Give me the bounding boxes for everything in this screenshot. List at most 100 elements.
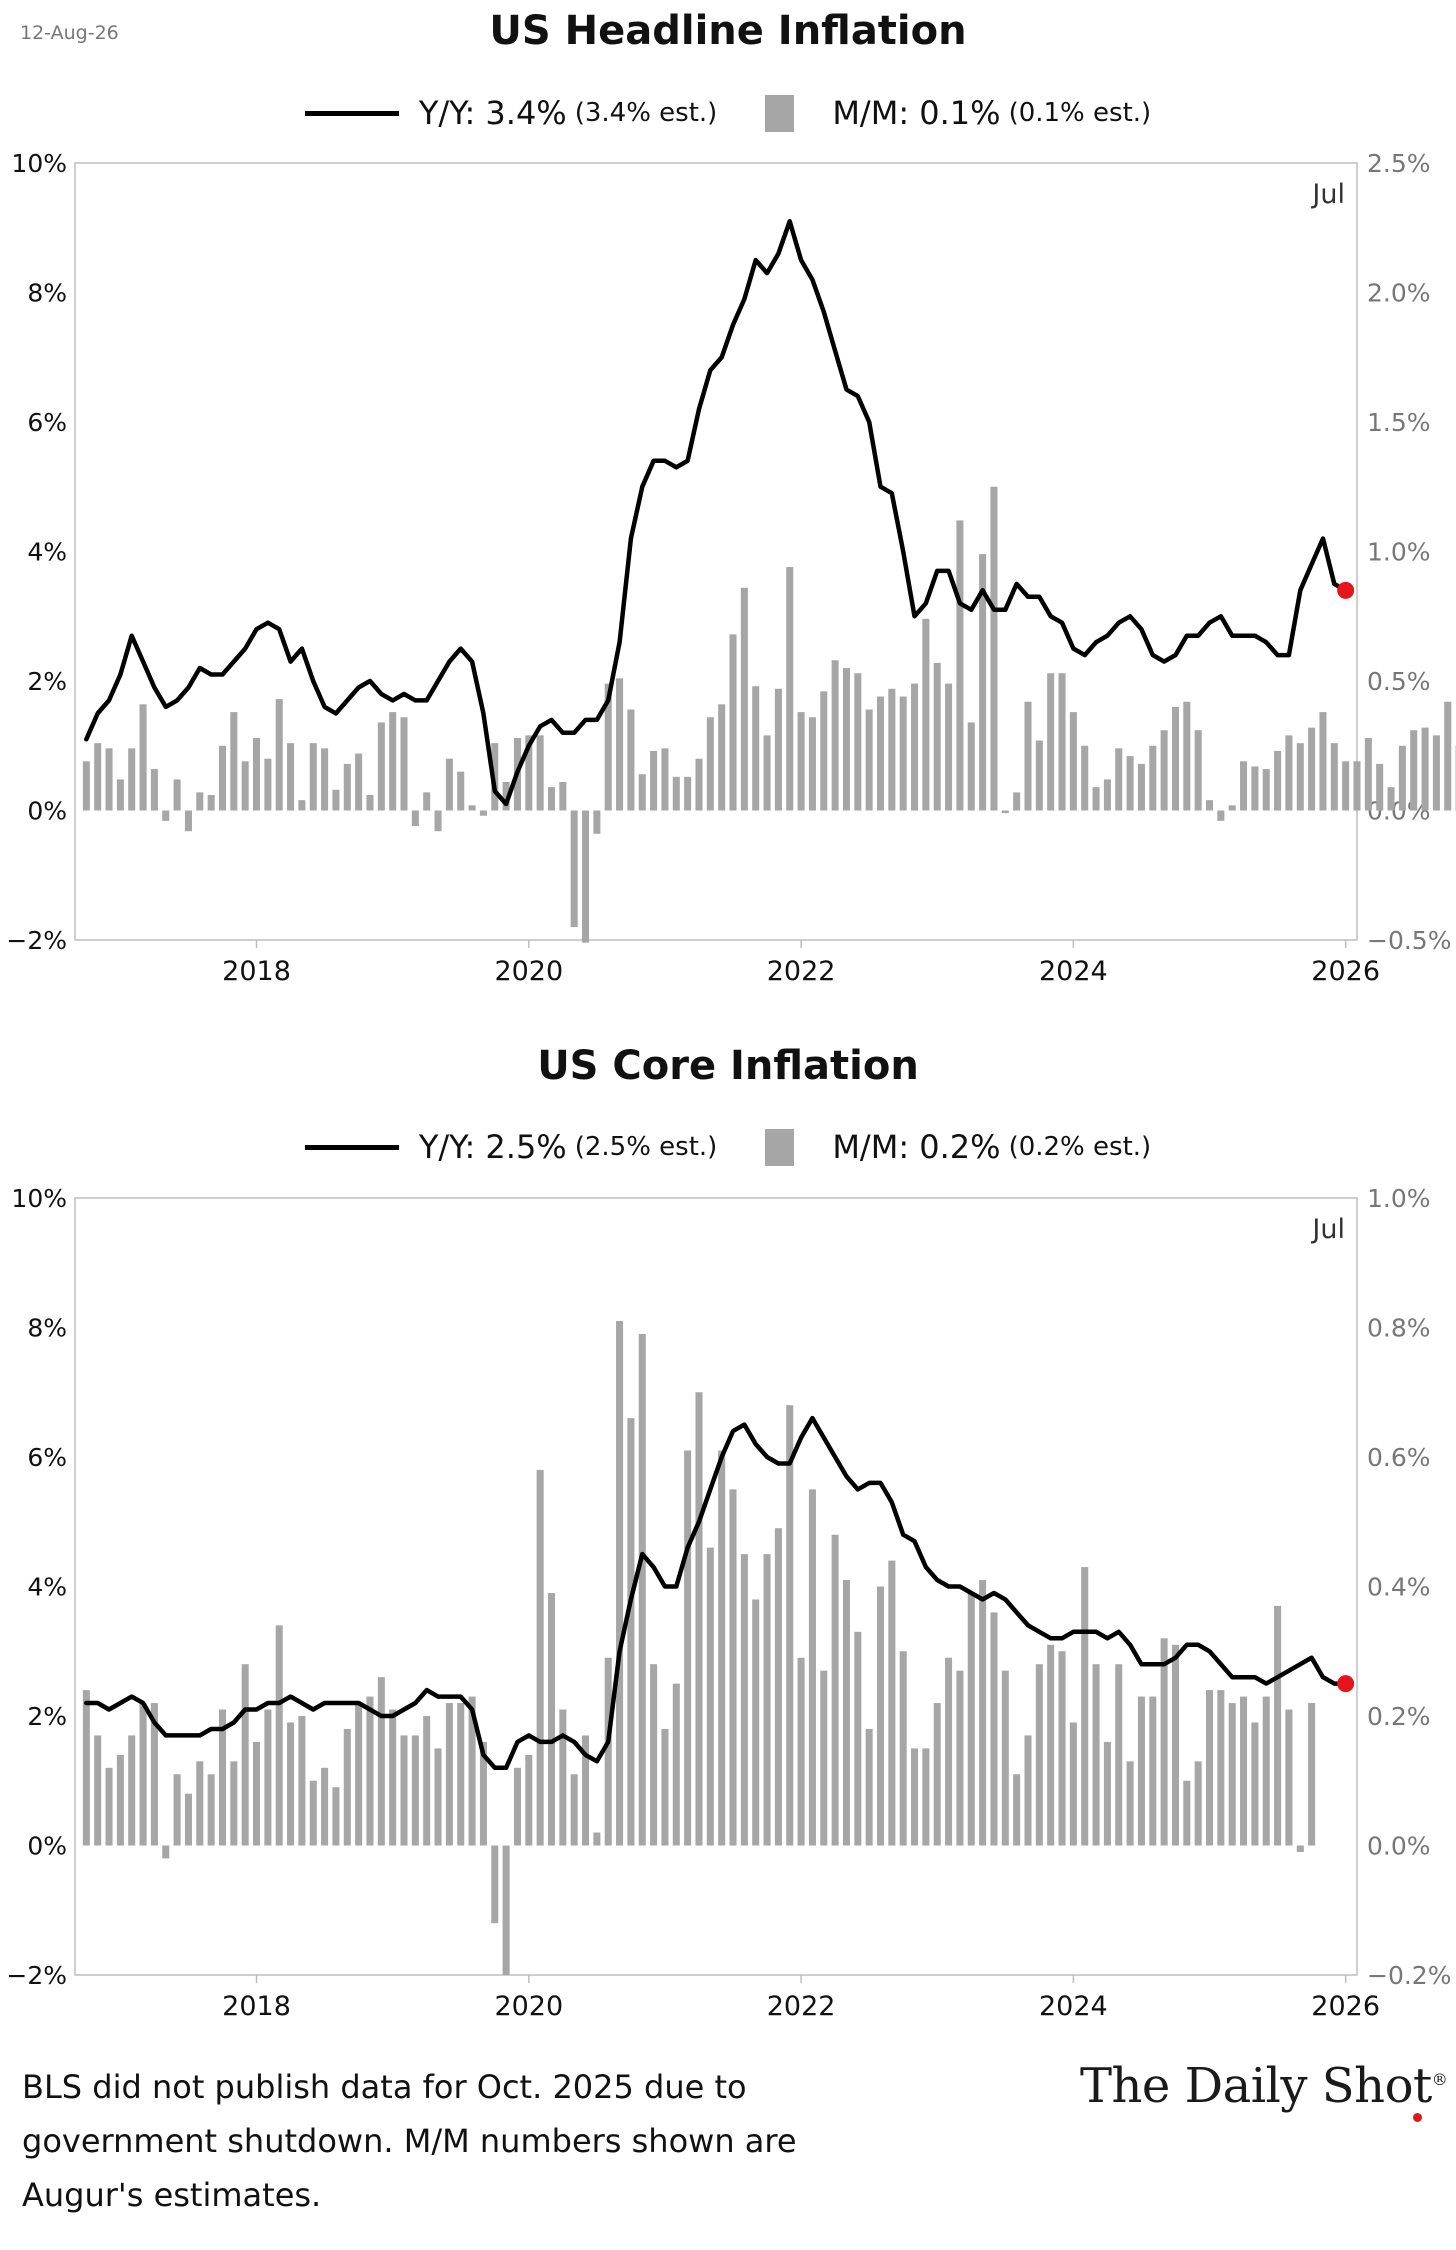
- mm-bar: [865, 709, 873, 811]
- mm-bar: [502, 1845, 510, 1975]
- mm-bar: [1126, 1761, 1134, 1846]
- mm-bar: [298, 1716, 306, 1846]
- x-tick-label: 2024: [1039, 1991, 1108, 2022]
- mm-bar: [933, 1703, 941, 1846]
- mm-bar: [355, 1703, 363, 1846]
- mm-bar: [1330, 743, 1338, 811]
- mm-bar: [593, 1832, 601, 1846]
- yy-line: [84, 219, 1348, 807]
- mm-bar: [911, 1748, 919, 1846]
- legend-core: Y/Y: 2.5% (2.5% est.) M/M: 0.2% (0.2% es…: [0, 1122, 1456, 1172]
- mm-bar: [173, 1774, 181, 1846]
- headline-inflation-chart: −2%0%2%4%6%8%10%−0.5%0.0%0.5%1.0%1.5%2.0…: [6, 149, 1456, 987]
- legend-bar-label: M/M: 0.2%: [832, 1128, 1001, 1166]
- mm-bar: [162, 810, 170, 821]
- mm-bar: [650, 1664, 658, 1846]
- mm-bar: [491, 1845, 499, 1924]
- chart-title-headline: US Headline Inflation: [489, 8, 967, 54]
- legend-bar-label: M/M: 0.1%: [832, 94, 1001, 132]
- y-left-tick-label: 6%: [27, 1443, 67, 1472]
- mm-bar: [604, 683, 612, 811]
- mm-bar: [695, 1392, 703, 1846]
- mm-bar: [1058, 673, 1066, 811]
- mm-bar: [343, 763, 351, 811]
- mm-bar: [321, 1767, 329, 1846]
- mm-bar: [1149, 745, 1157, 811]
- mm-bar: [264, 758, 272, 811]
- mm-bar: [513, 1767, 521, 1846]
- mm-bar: [729, 1489, 737, 1846]
- mm-bar: [150, 769, 158, 811]
- mm-bar: [1387, 787, 1395, 811]
- y-right-tick-label: −0.2%: [1367, 1961, 1451, 1990]
- mm-bar: [1171, 706, 1179, 811]
- latest-point-marker: [1337, 581, 1355, 599]
- mm-bar: [241, 761, 249, 811]
- mm-bar: [1319, 712, 1327, 811]
- mm-bar: [1103, 779, 1111, 811]
- mm-bar: [1024, 701, 1032, 811]
- mm-bar: [1137, 763, 1145, 811]
- mm-bar: [298, 800, 306, 811]
- mm-bar: [355, 753, 363, 811]
- mm-bar: [1035, 1664, 1043, 1846]
- legend-line-estimate: (3.4% est.): [574, 98, 718, 128]
- mm-bar: [1081, 1567, 1089, 1846]
- legend-line-estimate: (2.5% est.): [574, 1132, 718, 1162]
- legend-line-label: Y/Y: 3.4%: [418, 94, 567, 132]
- mm-bar: [820, 1670, 828, 1846]
- mm-bar: [559, 782, 567, 811]
- mm-bar: [162, 1845, 170, 1859]
- mm-bar: [196, 792, 204, 811]
- mm-bar: [479, 1741, 487, 1846]
- x-tick-label: 2018: [222, 1991, 291, 2022]
- mm-bar: [468, 805, 476, 811]
- mm-bar: [423, 1716, 431, 1846]
- mm-bar: [434, 810, 442, 832]
- plot-frame: [74, 162, 1358, 941]
- y-right-tick-label: −0.5%: [1367, 926, 1451, 955]
- mm-bar: [1092, 1664, 1100, 1846]
- mm-bar: [468, 1696, 476, 1846]
- mm-bar: [842, 668, 850, 811]
- mm-bar: [616, 678, 624, 811]
- legend-bar-swatch: [765, 94, 795, 132]
- mm-bar: [718, 704, 726, 811]
- mm-bar: [672, 1683, 680, 1846]
- mm-bar: [105, 1767, 113, 1846]
- mm-bar: [411, 1735, 419, 1846]
- mm-bar: [128, 748, 136, 811]
- y-right-tick-label: 1.5%: [1367, 408, 1431, 437]
- mm-bar: [1240, 761, 1248, 811]
- mm-bar: [411, 810, 419, 827]
- mm-bar: [1183, 1780, 1191, 1846]
- mm-bar: [218, 1709, 227, 1846]
- mm-bar: [672, 776, 680, 811]
- mm-bar: [990, 1612, 998, 1846]
- mm-bar: [979, 1580, 987, 1846]
- y-left-tick-label: 0%: [27, 797, 67, 826]
- mm-bar: [1001, 1670, 1009, 1846]
- mm-bar: [536, 735, 544, 811]
- mm-bar: [1432, 735, 1440, 811]
- mm-bar: [457, 1703, 465, 1846]
- mm-bar: [1194, 730, 1202, 811]
- core-inflation-chart: −2% 0% 2% 4% 6% 8% 10% −0.2% 0.0% 0.2% 0.4% 0.6% 0.8…: [6, 1184, 1451, 2022]
- mm-bar: [287, 743, 295, 811]
- mm-bar: [627, 709, 635, 811]
- mm-bar: [1444, 701, 1452, 811]
- mm-bar: [479, 810, 487, 816]
- legend-bar-estimate: (0.1% est.): [1008, 98, 1152, 128]
- legend-line-swatch: [304, 1144, 399, 1150]
- y-left-tick-label: 6%: [27, 408, 67, 437]
- chart-title-core: US Core Inflation: [537, 1043, 919, 1089]
- mm-bar: [933, 662, 941, 811]
- mm-bar: [740, 1554, 748, 1846]
- latest-month-annotation: Jul: [1310, 1214, 1345, 1245]
- mm-bar: [911, 683, 919, 811]
- mm-bar: [1069, 712, 1077, 811]
- mm-bar: [445, 1703, 453, 1846]
- mm-bar: [774, 688, 782, 811]
- mm-bar: [718, 1450, 726, 1846]
- mm-bar: [502, 782, 510, 811]
